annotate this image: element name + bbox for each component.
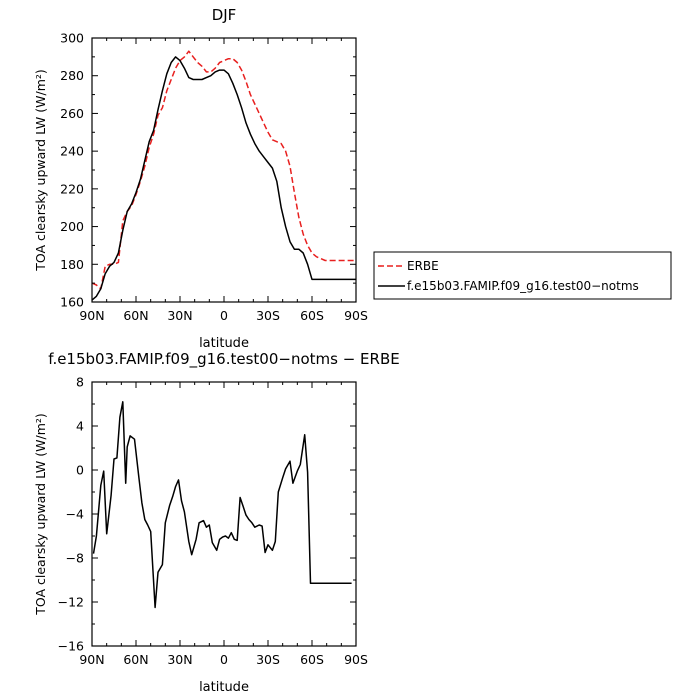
legend-label-model: f.e15b03.FAMIP.f09_g16.test00−notms: [407, 279, 639, 293]
top-x-axis: 90N 60N 30N 0 30S 60S 90S: [79, 38, 368, 323]
top-y-tick-label: 300: [60, 31, 84, 46]
top-x-axis-label: latitude: [199, 336, 249, 351]
bottom-y-tick-label: 4: [76, 419, 84, 434]
top-x-tick-label: 30S: [256, 308, 280, 323]
bottom-chart-title: f.e15b03.FAMIP.f09_g16.test00−notms − ER…: [48, 350, 399, 369]
top-x-tick-label: 0: [220, 308, 228, 323]
top-y-tick-label: 200: [60, 219, 84, 234]
bottom-series-line-0: [92, 401, 352, 609]
top-y-tick-label: 180: [60, 257, 84, 272]
bottom-x-tick-label: 90S: [344, 652, 368, 667]
bottom-x-tick-label: 30S: [256, 652, 280, 667]
top-x-tick-label: 90S: [344, 308, 368, 323]
bottom-y-tick-label: −16: [58, 639, 84, 654]
top-y-tick-label: 260: [60, 106, 84, 121]
bottom-series-group: [92, 401, 352, 609]
top-x-tick-label: 60S: [300, 308, 324, 323]
bottom-x-tick-label: 60N: [123, 652, 148, 667]
bottom-y-tick-label: 0: [76, 463, 84, 478]
bottom-plot-frame: [91, 381, 357, 647]
bottom-y-axis-label: TOA clearsky upward LW (W/m²): [33, 413, 48, 616]
difference-panel: f.e15b03.FAMIP.f09_g16.test00−notms − ER…: [33, 350, 400, 695]
top-chart-title: DJF: [212, 6, 237, 24]
bottom-x-tick-label: 30N: [167, 652, 192, 667]
bottom-x-axis: 90N 60N 30N 0 30S 60S 90S: [79, 382, 368, 667]
top-series-line-0: [91, 50, 356, 290]
legend-box: [373, 251, 672, 300]
top-y-tick-label: 280: [60, 68, 84, 83]
top-plot-frame: [91, 37, 357, 303]
bottom-y-tick-label: −12: [58, 595, 84, 610]
top-x-tick-label: 60N: [123, 308, 148, 323]
top-x-tick-label: 30N: [167, 308, 192, 323]
bottom-y-tick-label: −8: [66, 551, 84, 566]
legend-label-erbe: ERBE: [407, 259, 439, 273]
legend: ERBE f.e15b03.FAMIP.f09_g16.test00−notms: [373, 251, 672, 300]
bottom-y-tick-label: −4: [66, 507, 84, 522]
bottom-x-tick-label: 0: [220, 652, 228, 667]
top-x-tick-label: 90N: [79, 308, 104, 323]
top-y-axis: 160 180 200 220 240 260 280 300: [60, 31, 356, 310]
top-y-axis-label: TOA clearsky upward LW (W/m²): [33, 69, 48, 272]
bottom-x-tick-label: 90N: [79, 652, 104, 667]
bottom-y-tick-label: 8: [76, 375, 84, 390]
top-y-tick-label: 160: [60, 295, 84, 310]
bottom-x-tick-label: 60S: [300, 652, 324, 667]
top-series-line-1: [91, 56, 356, 301]
climatology-panel: DJF 90N 60N 30N 0 30S 60S 90S 160 180 200 220 240 2…: [33, 6, 368, 351]
bottom-y-axis: −16 −12 −8 −4 0 4 8: [58, 375, 356, 654]
top-series-group: [91, 50, 356, 301]
bottom-x-axis-label: latitude: [199, 680, 249, 695]
top-y-tick-label: 240: [60, 144, 84, 159]
top-y-tick-label: 220: [60, 181, 84, 196]
